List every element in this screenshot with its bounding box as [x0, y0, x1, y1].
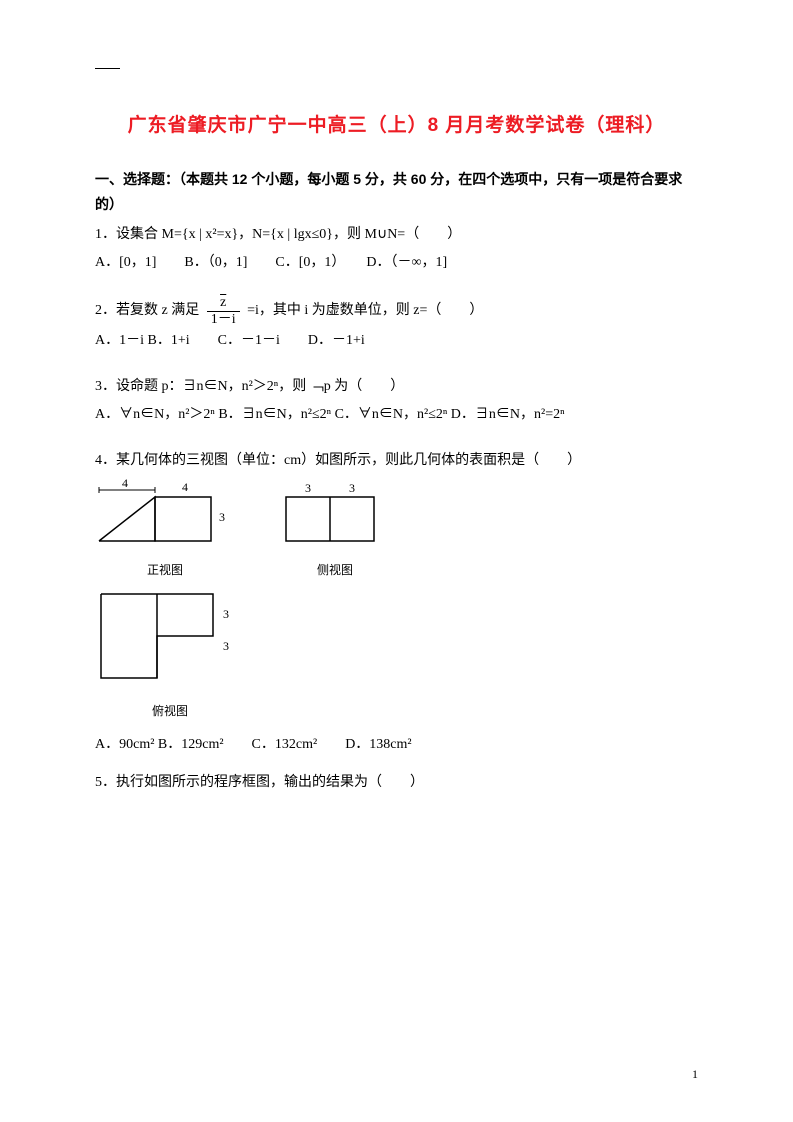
- header-rule: [95, 68, 120, 69]
- dim-3-top-a: 3: [223, 607, 229, 621]
- fig-top-label: 俯视图: [95, 699, 245, 723]
- fig-side-svg: 3 3: [280, 479, 390, 547]
- fig-side-label: 侧视图: [280, 558, 390, 582]
- question-5: 5．执行如图所示的程序框图，输出的结果为（ ）: [95, 769, 698, 797]
- page-number: 1: [692, 1067, 698, 1082]
- q4-stem: 4．某几何体的三视图（单位：cm）如图所示，则此几何体的表面积是（ ）: [95, 447, 698, 475]
- fig-front-label: 正视图: [95, 558, 235, 582]
- dim-3-front: 3: [219, 510, 225, 524]
- q5-stem: 5．执行如图所示的程序框图，输出的结果为（ ）: [95, 769, 698, 797]
- dim-4b: 4: [182, 480, 188, 494]
- dim-3-top-b: 3: [223, 639, 229, 653]
- fig-front: 4 4 3 正视图: [95, 479, 235, 582]
- q2-frac-den: 1－i: [207, 312, 240, 327]
- q2-stem-after: =i，其中 i 为虚数单位，则 z=（ ）: [247, 303, 483, 318]
- dim-3-side-b: 3: [349, 481, 355, 495]
- q4-options: A．90cm² B．129cm² C．132cm² D．138cm²: [95, 731, 698, 759]
- question-1: 1．设集合 M={x | x²=x}，N={x | lgx≤0}，则 M∪N=（…: [95, 221, 698, 277]
- question-2: 2．若复数 z 满足 z 1－i =i，其中 i 为虚数单位，则 z=（ ） A…: [95, 295, 698, 355]
- q2-stem: 2．若复数 z 满足 z 1－i =i，其中 i 为虚数单位，则 z=（ ）: [95, 295, 698, 327]
- exam-page: 广东省肇庆市广宁一中高三（上）8 月月考数学试卷（理科） 一、选择题：（本题共 …: [0, 0, 793, 1122]
- section-header: 一、选择题：（本题共 12 个小题，每小题 5 分，共 60 分，在四个选项中，…: [95, 167, 698, 217]
- q4-figs-row2: 3 3 俯视图: [95, 588, 698, 723]
- q1-stem: 1．设集合 M={x | x²=x}，N={x | lgx≤0}，则 M∪N=（…: [95, 221, 698, 249]
- q3-options: A．∀n∈N，n²＞2ⁿ B．∃n∈N，n²≤2ⁿ C．∀n∈N，n²≤2ⁿ D…: [95, 401, 698, 429]
- question-4: 4．某几何体的三视图（单位：cm）如图所示，则此几何体的表面积是（ ） 4 4: [95, 447, 698, 759]
- fig-top: 3 3 俯视图: [95, 588, 245, 723]
- q2-fraction: z 1－i: [207, 295, 240, 327]
- fig-top-svg: 3 3: [95, 588, 245, 688]
- fig-side: 3 3 侧视图: [280, 479, 390, 582]
- q2-frac-num: z: [207, 295, 240, 311]
- dim-4a: 4: [122, 479, 128, 490]
- q3-stem: 3．设命题 p：∃n∈N，n²＞2ⁿ，则 ﹁p 为（ ）: [95, 373, 698, 401]
- page-title: 广东省肇庆市广宁一中高三（上）8 月月考数学试卷（理科）: [95, 110, 698, 137]
- question-3: 3．设命题 p：∃n∈N，n²＞2ⁿ，则 ﹁p 为（ ） A．∀n∈N，n²＞2…: [95, 373, 698, 429]
- q1-options: A．[0，1] B．（0，1] C．[0，1） D．（－∞，1]: [95, 249, 698, 277]
- q4-figures: 4 4 3 正视图 3 3: [95, 479, 698, 723]
- dim-3-side-a: 3: [305, 481, 311, 495]
- fig-front-svg: 4 4 3: [95, 479, 235, 547]
- q2-options: A．1－i B．1+i C．－1－i D．－1+i: [95, 327, 698, 355]
- q2-stem-before: 2．若复数 z 满足: [95, 303, 203, 318]
- q4-figs-row1: 4 4 3 正视图 3 3: [95, 479, 698, 582]
